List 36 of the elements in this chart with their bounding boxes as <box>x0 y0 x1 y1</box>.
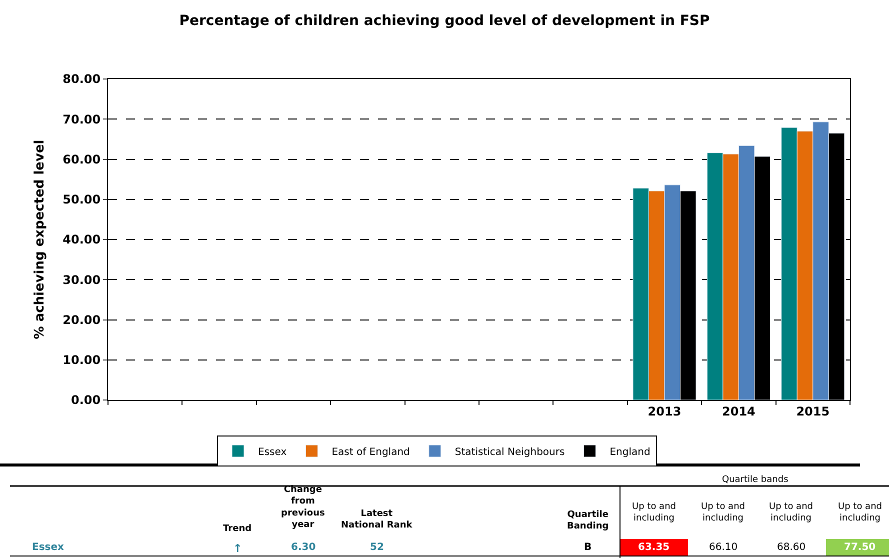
y-tick-label: 40.00 <box>62 232 101 247</box>
text: 63.35 <box>638 542 670 553</box>
y-tick-label: 30.00 <box>62 272 101 287</box>
text: 66.10 <box>709 542 738 553</box>
legend-label: East of England <box>332 446 410 458</box>
text: Latest National Rank <box>341 509 414 531</box>
y-tick-label: 70.00 <box>62 112 101 126</box>
text: Trend <box>223 524 252 534</box>
text: Change from previous year <box>281 485 325 530</box>
text: 68.60 <box>777 542 806 553</box>
y-tick-label: 50.00 <box>62 192 101 207</box>
text: Up to and including <box>769 502 813 524</box>
text: Quartile Banding <box>567 510 609 532</box>
y-tick-label: 0.00 <box>70 393 101 408</box>
text: 77.50 <box>844 542 876 553</box>
y-axis-title: % achieving expected level <box>32 140 48 340</box>
text: ↑ <box>233 542 242 555</box>
text: Essex <box>32 542 65 553</box>
y-tick-label: 60.00 <box>62 152 101 166</box>
legend-label: Essex <box>258 446 287 458</box>
x-tick-label: 2013 <box>648 404 682 418</box>
text: Up to and including <box>701 502 745 524</box>
x-tick-label: 2015 <box>796 404 830 418</box>
text: 52 <box>370 542 384 553</box>
y-tick-label: 80.00 <box>62 72 101 86</box>
text: B <box>584 542 592 553</box>
y-tick-label: 20.00 <box>62 312 101 327</box>
text: Quartile bands <box>722 475 789 485</box>
text: Up to and including <box>838 502 882 524</box>
text: Up to and including <box>632 502 676 524</box>
legend-label: England <box>610 446 650 458</box>
x-tick-label: 2014 <box>722 404 756 418</box>
y-tick-label: 10.00 <box>62 353 101 368</box>
legend-label: Statistical Neighbours <box>454 446 565 458</box>
text: 6.30 <box>291 542 316 553</box>
chart-title: Percentage of children achieving good level of development in FSP <box>179 12 710 29</box>
